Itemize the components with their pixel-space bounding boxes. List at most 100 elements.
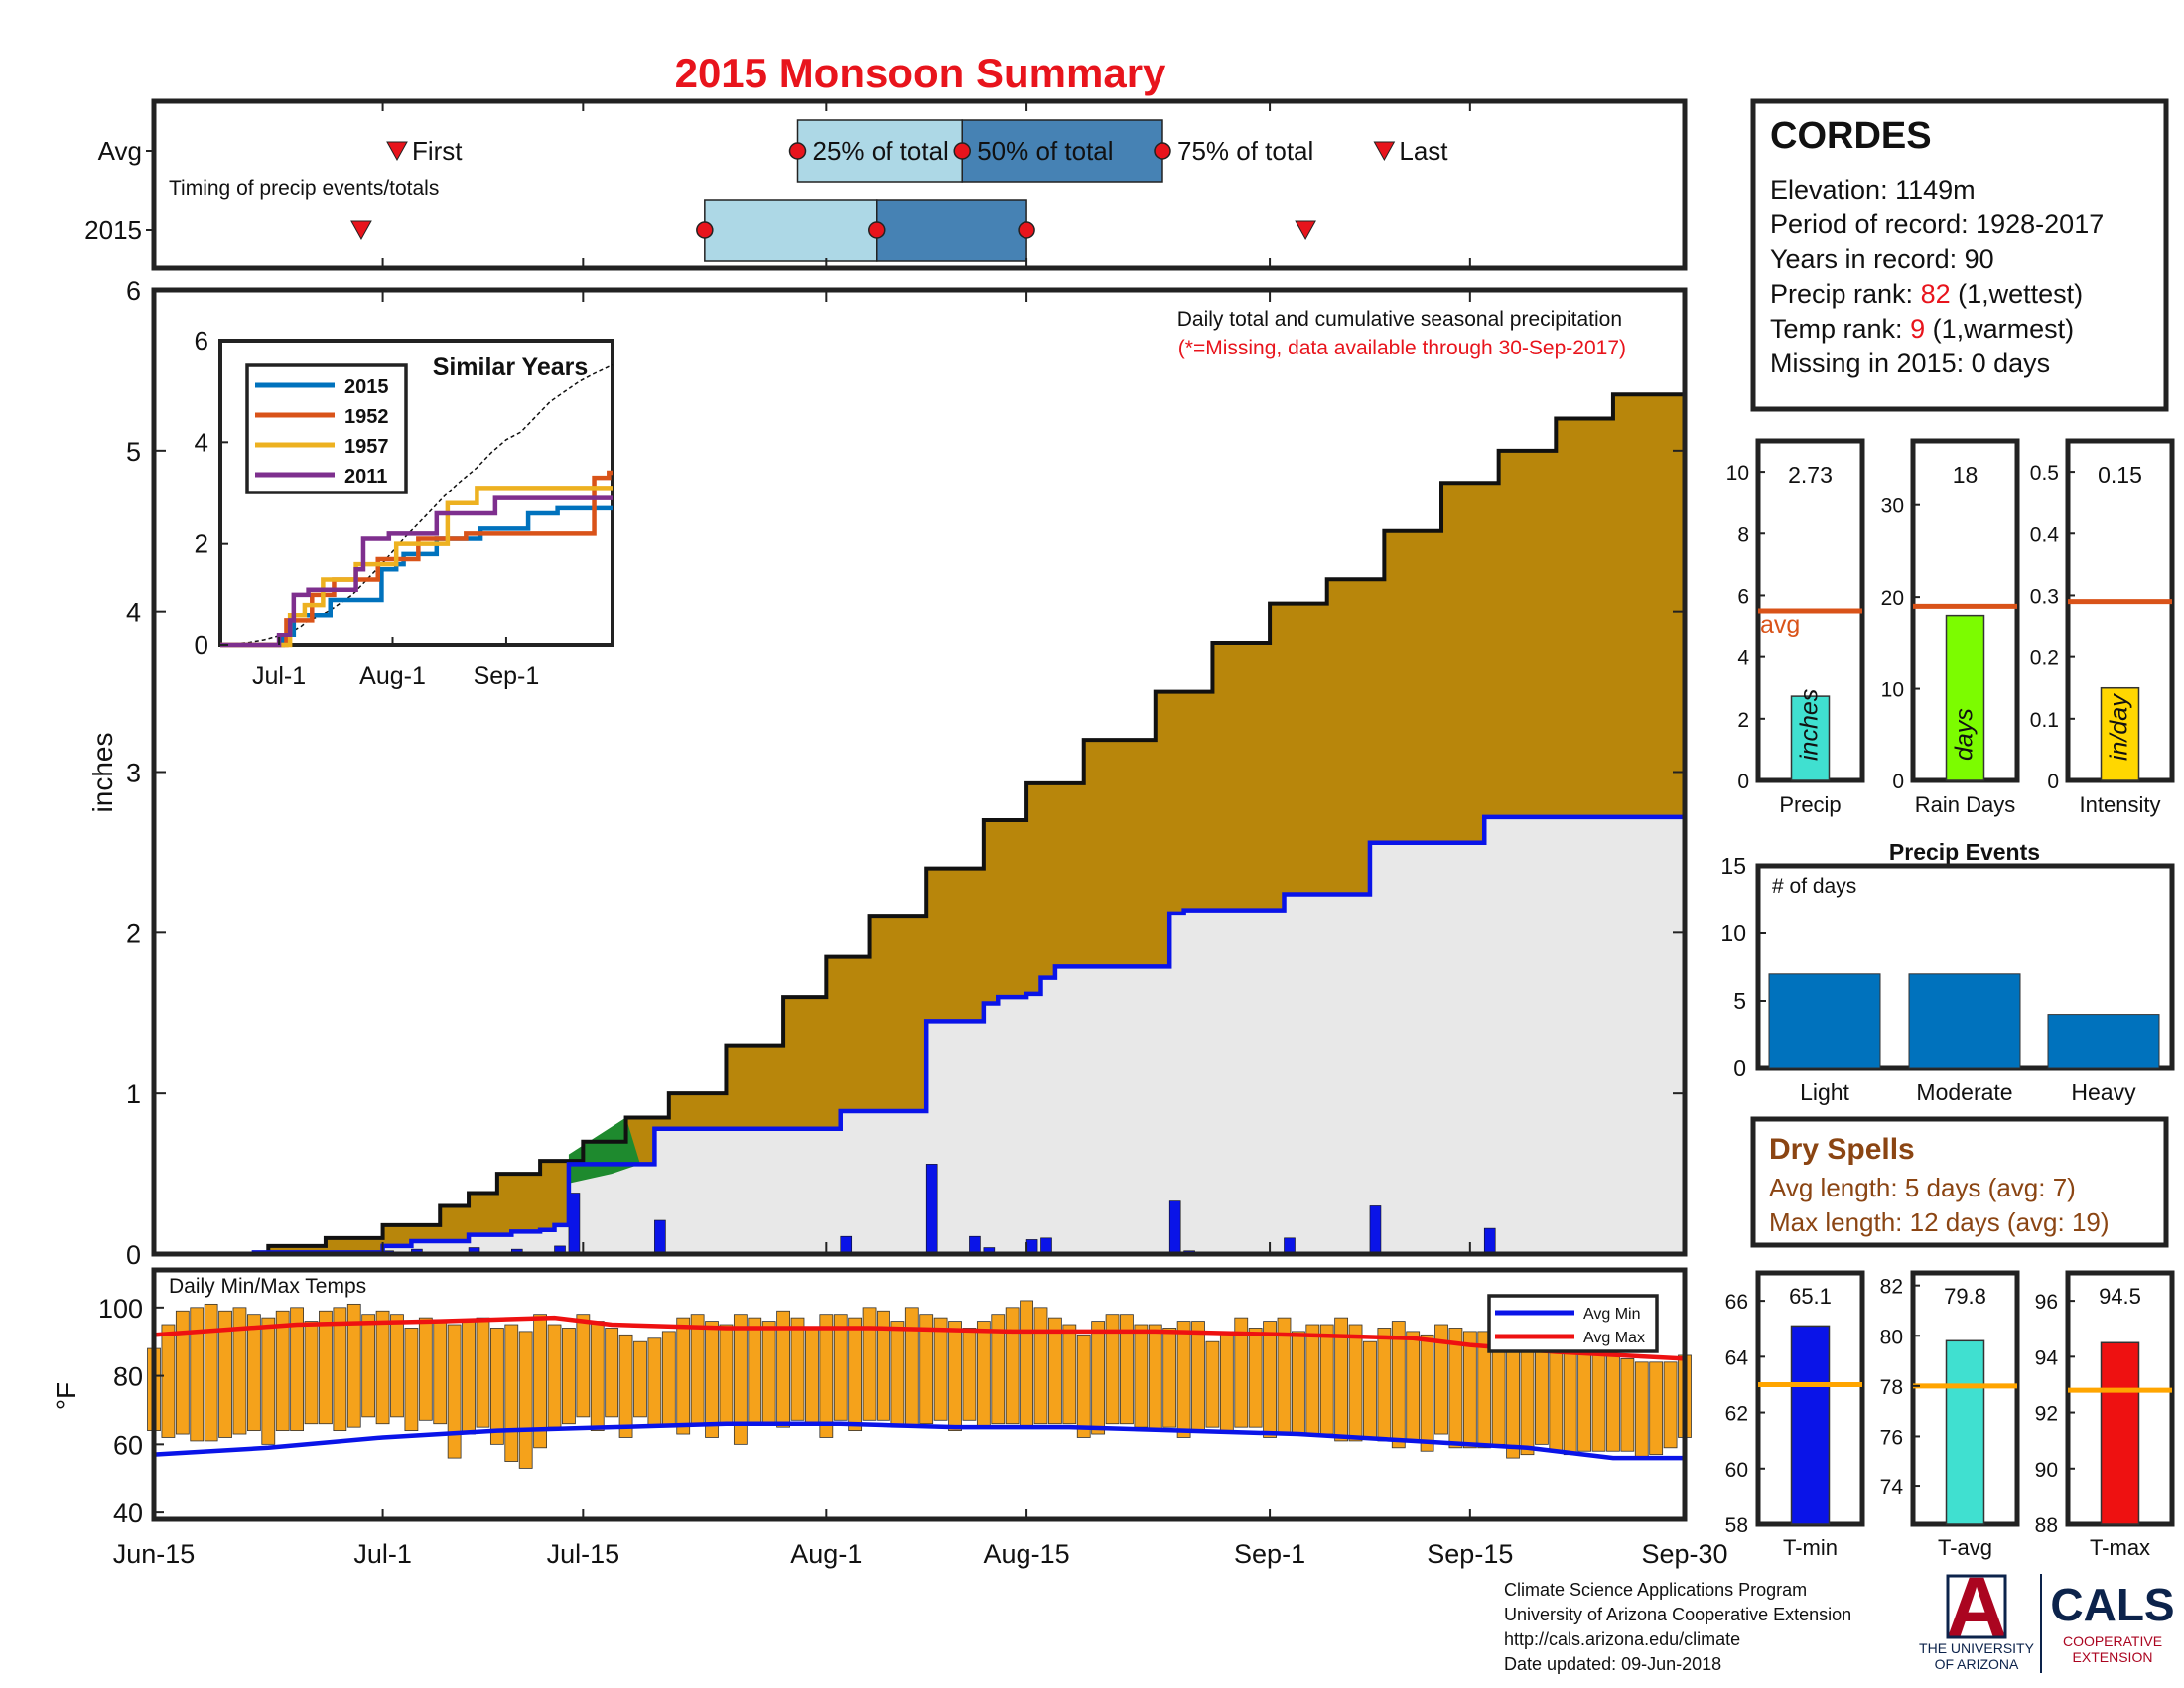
temp-ytick-label: 100	[98, 1294, 143, 1324]
temp-gauge-name-0: T-min	[1783, 1535, 1838, 1560]
temp-gauge-ytick-label: 58	[1725, 1514, 1748, 1537]
timing-marker-p25-2015	[696, 221, 714, 239]
temp-range-bar	[1134, 1324, 1149, 1428]
main-missing-note: (*=Missing, data available through 30-Se…	[1178, 337, 1626, 359]
gauge-ytick-label: 0.5	[2030, 462, 2059, 485]
dry-spells-max: Max length: 12 days (avg: 19)	[1769, 1207, 2110, 1237]
dry-spells-title: Dry Spells	[1769, 1133, 1915, 1166]
x-axis-date-label: Sep-30	[1641, 1539, 1727, 1569]
temp-gauge-ytick-label: 74	[1880, 1477, 1904, 1499]
above-average-area	[568, 1164, 640, 1184]
station-info-line: Missing in 2015: 0 days	[1770, 349, 2050, 378]
temp-range-bar	[1048, 1317, 1062, 1425]
temp-range-bar	[447, 1324, 462, 1459]
temp-range-bar	[748, 1317, 762, 1425]
station-info-text: Elevation: 1149m	[1770, 175, 1976, 205]
temp-range-bar	[1377, 1328, 1392, 1442]
main-ytick-label: 5	[126, 437, 141, 467]
temp-range-bar	[991, 1314, 1006, 1425]
temp-gauge-ytick-label: 82	[1880, 1276, 1903, 1299]
avg-min-line	[153, 1421, 1685, 1461]
temp-range-bar	[1563, 1351, 1577, 1456]
temp-range-bar	[833, 1314, 848, 1421]
station-rank-highlight: 82	[1921, 279, 1951, 309]
daily-precip-bar	[925, 1164, 938, 1255]
timing-label-75: 75% of total	[1177, 136, 1313, 166]
temp-range-bar	[1363, 1340, 1377, 1438]
temp-range-bar	[1120, 1314, 1134, 1425]
temp-range-bar	[1248, 1328, 1263, 1428]
temp-range-bar	[862, 1307, 877, 1421]
station-info-text: Years in record: 90	[1770, 244, 1994, 274]
similar-xtick-label: Aug-1	[359, 662, 426, 690]
timing-marker-p50-avg	[953, 142, 971, 160]
daily-precip-bar	[840, 1235, 853, 1255]
temp-range-bar	[1292, 1331, 1305, 1435]
temp-gauge-ytick-label: 64	[1725, 1346, 1749, 1369]
temp-plot-frame	[151, 1267, 1688, 1522]
avg-cumulative-line	[154, 366, 1687, 1256]
temp-range-bar	[819, 1314, 834, 1438]
temp-range-bar	[647, 1337, 662, 1428]
daily-precip-bar	[1369, 1205, 1382, 1255]
temp-ytick-label: 80	[113, 1362, 143, 1392]
similar-series-2011	[220, 495, 613, 648]
dry-spells-box	[1750, 1116, 2169, 1248]
temp-range-bar	[161, 1324, 176, 1438]
timing-marker-p75-2015	[1018, 221, 1035, 239]
temp-range-bar	[890, 1321, 905, 1428]
gauge-value-2: 0.15	[2098, 462, 2142, 488]
temp-gauge-ytick-label: 66	[1725, 1291, 1748, 1314]
temp-range-bar	[1076, 1334, 1091, 1438]
gauge-value-0: 2.73	[1788, 462, 1833, 488]
temp-range-bar	[877, 1310, 890, 1421]
temp-range-bar	[504, 1324, 519, 1462]
main-ytick-label: 2	[126, 918, 141, 948]
temp-range-bar	[1020, 1300, 1033, 1428]
temp-range-bar	[790, 1317, 805, 1421]
station-info-line: Period of record: 1928-2017	[1770, 210, 2104, 239]
gauge-ytick-label: 10	[1726, 462, 1749, 485]
temp-gauge-bar-0	[1790, 1325, 1831, 1525]
legend-label-avg-min: Avg Min	[1583, 1306, 1641, 1323]
temp-range-bar	[676, 1317, 691, 1435]
similar-ytick-label: 2	[195, 529, 208, 559]
legend-label-avg-max: Avg Max	[1583, 1330, 1645, 1346]
x-axis-date-label: Jun-15	[113, 1539, 196, 1569]
main-ytick-label: 0	[126, 1240, 141, 1270]
gauge-ytick-label: 0.3	[2030, 585, 2059, 608]
temp-range-bar	[462, 1321, 476, 1435]
temp-range-bar	[1491, 1340, 1506, 1445]
station-info-text: Precip rank:	[1770, 279, 1921, 309]
temp-range-bar	[1420, 1334, 1434, 1452]
temp-range-bar	[1334, 1317, 1349, 1442]
events-category-label: Moderate	[1916, 1079, 2012, 1105]
timing-box-25-50-avg	[796, 119, 963, 183]
temp-gauge-value-0: 65.1	[1789, 1284, 1832, 1309]
cum-2015-area	[154, 816, 1685, 1254]
temp-range-bar	[590, 1321, 605, 1432]
temp-range-bar	[190, 1307, 205, 1442]
temp-range-bar	[962, 1328, 977, 1421]
gauge-name-1: Rain Days	[1915, 792, 2015, 817]
events-bar-2	[2047, 1014, 2160, 1069]
similar-legend-label-2015: 2015	[344, 376, 389, 398]
temp-gauge-ytick-label: 92	[2035, 1403, 2058, 1426]
temp-range-bar	[1649, 1361, 1664, 1456]
station-info-text: Missing in 2015: 0 days	[1770, 349, 2050, 378]
temp-panel-title: Daily Min/Max Temps	[169, 1275, 366, 1298]
temp-range-bar	[1634, 1361, 1649, 1459]
temp-range-bar	[1105, 1314, 1120, 1425]
ua-logo-text: THE UNIVERSITY	[1919, 1640, 2035, 1656]
temp-gauge-ytick-label: 60	[1725, 1459, 1748, 1481]
avg-max-line	[153, 1315, 1686, 1361]
timing-box-25-50-2015	[704, 199, 878, 262]
temp-range-bar	[547, 1324, 562, 1428]
temp-legend	[1487, 1294, 1659, 1353]
events-ytick-label: 15	[1720, 853, 1746, 879]
station-info-text: (1,wettest)	[1951, 279, 2084, 309]
timing-triangle-last-2015	[1295, 220, 1316, 241]
cals-logo-text: CALS	[2050, 1579, 2174, 1630]
gauge-ytick-label: 4	[1737, 647, 1749, 670]
temp-range-bar	[1319, 1324, 1334, 1435]
